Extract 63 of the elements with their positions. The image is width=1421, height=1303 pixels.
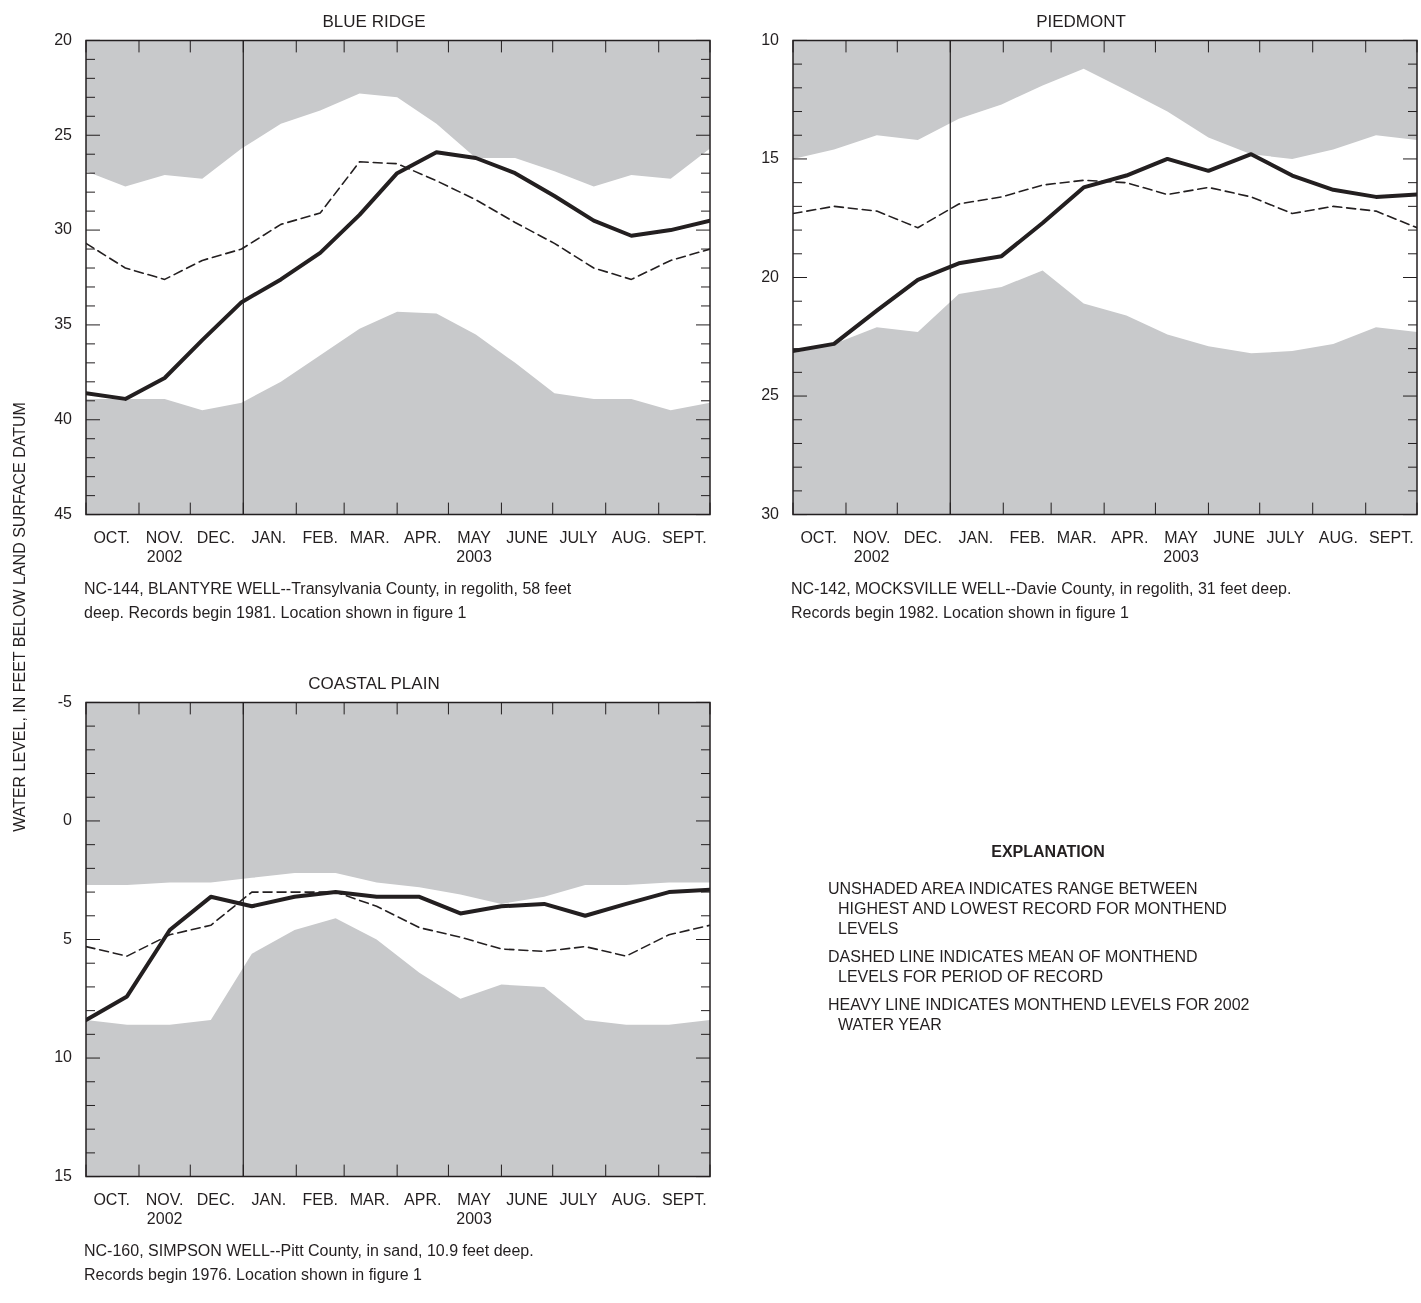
x-tick-label: APR.: [1111, 528, 1149, 546]
text: HEAVY LINE INDICATES MONTHEND LEVELS FOR 2002 WATER YEAR: [828, 995, 1251, 1035]
x-tick-label: AUG.: [1318, 528, 1358, 546]
y-tick-label: 10: [54, 1048, 73, 1066]
y-tick-label: 25: [761, 386, 780, 404]
x-tick-label: AUG.: [611, 1190, 651, 1208]
x-tick-label: MAR.: [349, 1190, 390, 1208]
x-tick-label: JUNE: [1213, 528, 1255, 546]
y-tick-label: 5: [63, 929, 73, 947]
text: NC-160, SIMPSON WELL--Pitt County, in sand, 10.9 feet deep. Records begin 1976. Location shown in figure 1: [84, 1241, 535, 1285]
x-tick-label: AUG.: [611, 528, 651, 546]
text: NC-144, BLANTYRE WELL--Transylvania County, in regolith, 58 feet deep. Records begin 1981. Location shown in figure 1: [84, 579, 573, 623]
y-tick-label: 45: [54, 505, 73, 523]
x-tick-label: DEC.: [196, 528, 236, 546]
chart-title: COASTAL PLAIN: [308, 673, 440, 693]
x-tick-label: OCT.: [800, 528, 837, 546]
y-tick-label: 10: [761, 30, 780, 48]
text: DASHED LINE INDICATES MEAN OF MONTHEND LEVELS FOR PERIOD OF RECORD: [828, 947, 1199, 987]
y-tick-label: 25: [54, 125, 73, 143]
x-tick-label: DEC.: [903, 528, 943, 546]
x-tick-label: SEPT.: [662, 1190, 707, 1208]
text: NC-142, MOCKSVILLE WELL--Davie County, in regolith, 31 feet deep. Records begin 1982. Location shown in figure 1: [791, 579, 1293, 623]
x-tick-label: APR.: [404, 528, 442, 546]
y-tick-label: 40: [54, 410, 73, 428]
y-tick-label: -5: [57, 692, 73, 710]
y-tick-label: 15: [761, 149, 780, 167]
x-tick-label: NOV. 2002: [852, 528, 891, 565]
x-tick-label: FEB.: [302, 528, 338, 546]
x-tick-label: MAR.: [349, 528, 390, 546]
y-tick-label: 30: [54, 220, 73, 238]
text: EXPLANATION: [990, 843, 1106, 861]
x-tick-label: JAN.: [251, 528, 287, 546]
y-axis-title: WATER LEVEL, IN FEET BELOW LAND SURFACE DATUM: [11, 401, 29, 834]
x-tick-label: JULY: [559, 1190, 598, 1208]
y-tick-label: 20: [54, 30, 73, 48]
chart-title: PIEDMONT: [1036, 11, 1126, 31]
x-tick-label: MAY 2003: [456, 528, 492, 565]
y-tick-label: 30: [761, 505, 780, 523]
x-tick-label: FEB.: [1009, 528, 1045, 546]
x-tick-label: JULY: [559, 528, 598, 546]
x-tick-label: MAY 2003: [456, 1190, 492, 1227]
chart-title: BLUE RIDGE: [322, 11, 426, 31]
x-tick-label: MAY 2003: [1163, 528, 1199, 565]
x-tick-label: DEC.: [196, 1190, 236, 1208]
y-tick-label: 15: [54, 1167, 73, 1185]
y-tick-label: 0: [63, 811, 73, 829]
x-tick-label: JUNE: [506, 1190, 548, 1208]
x-tick-label: FEB.: [302, 1190, 338, 1208]
x-tick-label: SEPT.: [1369, 528, 1414, 546]
x-tick-label: APR.: [404, 1190, 442, 1208]
x-tick-label: JAN.: [251, 1190, 287, 1208]
x-tick-label: OCT.: [93, 528, 130, 546]
x-tick-label: JAN.: [958, 528, 994, 546]
x-tick-label: JULY: [1266, 528, 1305, 546]
x-tick-label: OCT.: [93, 1190, 130, 1208]
y-tick-label: 20: [761, 267, 780, 285]
x-tick-label: JUNE: [506, 528, 548, 546]
y-tick-label: 35: [54, 315, 73, 333]
x-tick-label: NOV. 2002: [145, 1190, 184, 1227]
x-tick-label: SEPT.: [662, 528, 707, 546]
x-tick-label: MAR.: [1056, 528, 1097, 546]
x-tick-label: NOV. 2002: [145, 528, 184, 565]
text: UNSHADED AREA INDICATES RANGE BETWEEN HIGHEST AND LOWEST RECORD FOR MONTHEND LEVELS: [828, 879, 1228, 939]
